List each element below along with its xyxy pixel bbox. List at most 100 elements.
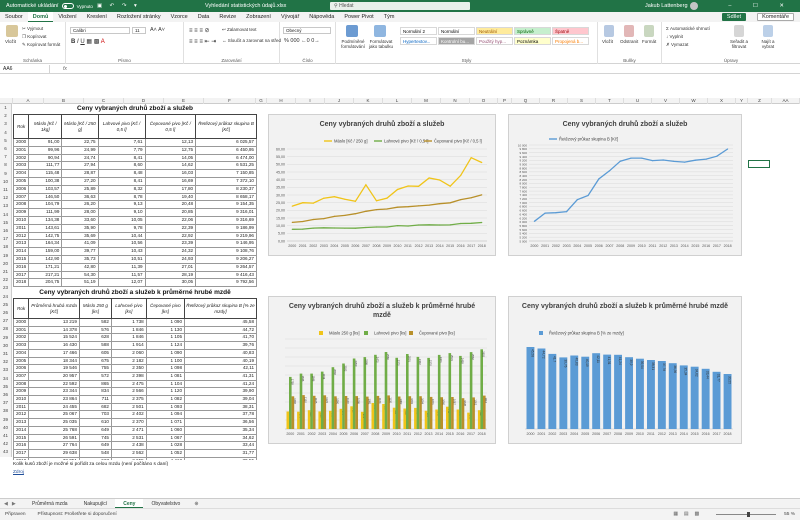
row-header[interactable]: 19 (0, 251, 12, 260)
tab-9[interactable]: Vývojář (280, 14, 300, 20)
format-cells-button[interactable]: Formát (642, 39, 657, 44)
column-header[interactable]: Q (512, 98, 540, 104)
row-header[interactable]: 20 (0, 259, 12, 268)
number-format-icons[interactable]: % 000 ←0 0→ (284, 38, 320, 44)
tab-4[interactable]: Rozložení stránky (116, 14, 161, 20)
delete-cells-button[interactable]: Odstranit (620, 39, 639, 44)
cell-style-6[interactable]: Kontrolní bu... (438, 37, 475, 45)
tab-7[interactable]: Revize (219, 14, 237, 20)
row-header[interactable]: 25 (0, 300, 12, 309)
row-header[interactable]: 21 (0, 268, 12, 277)
autosave-toggle[interactable] (61, 3, 74, 9)
row-header[interactable]: 28 (0, 325, 12, 334)
column-header[interactable]: A (13, 98, 44, 104)
row-header[interactable]: 17 (0, 235, 12, 244)
row-header[interactable]: 27 (0, 317, 12, 326)
font-size-select[interactable]: 11 (132, 27, 146, 34)
paste-button[interactable]: Vložit (5, 39, 17, 44)
sort-filter-button[interactable]: Seřadit a filtrovat (729, 39, 748, 49)
format-painter-button[interactable]: ✎ Kopírovat formát (22, 42, 61, 47)
sheet-tab[interactable]: Nakupující (83, 500, 108, 507)
row-header[interactable]: 13 (0, 202, 12, 211)
row-header[interactable]: 40 (0, 423, 12, 432)
column-header[interactable]: Z (748, 98, 772, 104)
avatar[interactable] (690, 2, 698, 10)
column-header[interactable]: C (84, 98, 124, 104)
sort-filter-icon[interactable] (734, 25, 744, 37)
row-header[interactable]: 29 (0, 333, 12, 342)
cell-style-9[interactable]: Propojená b... (552, 37, 589, 45)
row-header[interactable]: 22 (0, 276, 12, 285)
worksheet-grid[interactable]: 1 2 3 4 5 6 7 8 9 10 11 12 13 14 15 16 17 18 19 20 21 22 23 24 2… (0, 104, 800, 460)
row-header[interactable]: 36 (0, 391, 12, 400)
sheet-tab[interactable]: Obyvatelstvo (151, 500, 181, 507)
tab-8[interactable]: Zobrazení (246, 14, 271, 20)
format-as-table-icon[interactable] (374, 25, 386, 37)
copy-button[interactable]: ❐ Kopírovat (22, 34, 47, 39)
source-link[interactable]: Zdroj (13, 470, 24, 475)
row-header[interactable]: 38 (0, 407, 12, 416)
user-name[interactable]: Jakub Lattenberg (645, 3, 688, 9)
row-header[interactable]: 32 (0, 358, 12, 367)
column-header[interactable]: D (124, 98, 164, 104)
row-header[interactable]: 4 (0, 128, 12, 137)
merge-center-button[interactable]: ↔ Sloučit a zarovnat na střed (222, 38, 282, 43)
row-header[interactable]: 14 (0, 210, 12, 219)
row-header[interactable]: 7 (0, 153, 12, 162)
cell-style-8[interactable]: Poznámka (514, 37, 551, 45)
sheet-tab[interactable]: Průměrná mzda (32, 500, 68, 507)
name-box[interactable]: AA6 (0, 64, 50, 73)
cell-style-5[interactable]: Hypertextov... (400, 37, 437, 45)
quick-access-icons[interactable]: ▣ ↶ ↷ ▾ (96, 3, 140, 9)
column-header[interactable]: V (652, 98, 680, 104)
cell-style-3[interactable]: Správně (514, 27, 551, 35)
tab-12[interactable]: Tým (383, 14, 395, 20)
row-header[interactable]: 11 (0, 186, 12, 195)
column-header[interactable]: R (540, 98, 568, 104)
tab-11[interactable]: Power Pivot (344, 14, 374, 20)
column-header[interactable]: X (708, 98, 736, 104)
row-header[interactable]: 43 (0, 448, 12, 457)
bold-italic-underline-icons[interactable]: B I U ▦ ▩ A (71, 39, 105, 45)
zoom-slider-handle[interactable] (747, 512, 750, 517)
row-header[interactable]: 37 (0, 399, 12, 408)
row-header[interactable]: 5 (0, 136, 12, 145)
chart-license-bars[interactable]: Ceny vybraných druhů zboží a služeb k pr… (508, 296, 742, 444)
font-name-select[interactable]: Calibri (70, 27, 130, 34)
conditional-format-icon[interactable] (346, 25, 358, 37)
accessibility-status[interactable]: Přístupnost: Prošetřete si doporučení (37, 512, 117, 517)
column-header[interactable]: B (44, 98, 84, 104)
column-header[interactable]: P (498, 98, 512, 104)
row-header[interactable]: 41 (0, 432, 12, 441)
column-header[interactable]: U (624, 98, 652, 104)
delete-cells-icon[interactable] (624, 25, 634, 37)
tab-6[interactable]: Data (197, 14, 210, 20)
tab-0[interactable]: Soubor (5, 14, 23, 20)
column-header[interactable]: F (204, 98, 256, 104)
tab-2[interactable]: Vložení (58, 14, 77, 20)
insert-cells-button[interactable]: Vložit (602, 39, 614, 44)
sheet-nav-arrows[interactable]: ◀▶ (4, 500, 20, 507)
row-header[interactable]: 35 (0, 382, 12, 391)
view-buttons[interactable]: ▦▤▩ (673, 512, 705, 517)
tab-10[interactable]: Nápověda (309, 14, 335, 20)
row-header[interactable]: 2 (0, 112, 12, 121)
row-header[interactable]: 12 (0, 194, 12, 203)
insert-cells-icon[interactable] (604, 25, 614, 37)
share-button[interactable]: Sdílet (721, 13, 746, 21)
zoom-level[interactable]: 55 % (784, 512, 795, 517)
tab-3[interactable]: Kreslení (86, 14, 107, 20)
column-header[interactable]: J (325, 98, 354, 104)
clear-button[interactable]: ✗ Vymazat (666, 42, 689, 47)
tab-1[interactable]: Domů (27, 12, 54, 22)
column-header[interactable]: T (596, 98, 624, 104)
row-header[interactable]: 3 (0, 120, 12, 129)
search-box[interactable]: ⚲ Hledat (330, 2, 470, 10)
find-select-button[interactable]: Najít a vybrat (761, 39, 775, 49)
row-header[interactable]: 26 (0, 309, 12, 318)
cell-style-4[interactable]: Špatně (552, 27, 589, 35)
comments-button[interactable]: Komentáře (757, 13, 794, 21)
chart-wage-bars[interactable]: Ceny vybraných druhů zboží a služeb k pr… (268, 296, 496, 444)
column-header[interactable]: N (441, 98, 470, 104)
align-left-icons[interactable]: ≡ ≡ ≡ ⇤ ⇥ (189, 39, 217, 45)
